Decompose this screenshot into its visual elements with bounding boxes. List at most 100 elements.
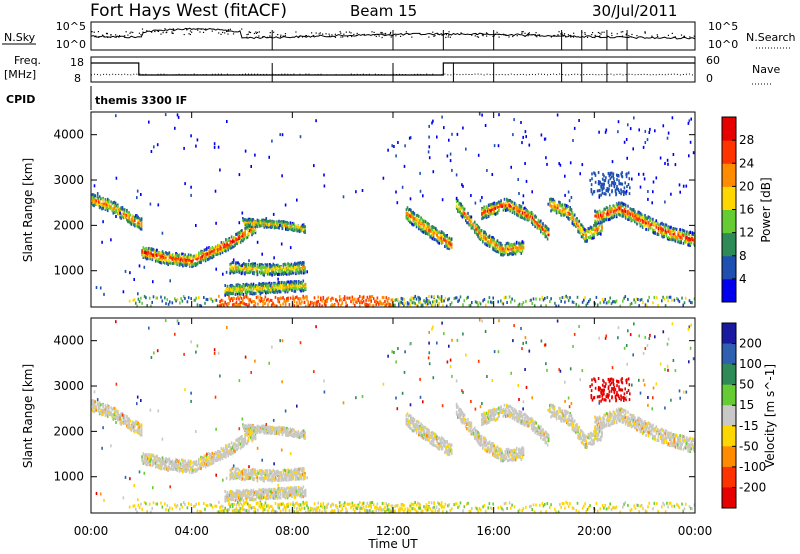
- power-cell: [236, 267, 238, 271]
- power-cell: [126, 218, 128, 222]
- power-cell: [673, 232, 676, 236]
- power-cell: [585, 236, 587, 240]
- search-noise-point: [246, 34, 248, 36]
- power-cell: [516, 206, 518, 210]
- power-cell: [281, 269, 284, 273]
- power-cell: [226, 291, 229, 295]
- power-cell: [584, 228, 586, 232]
- power-cell: [263, 265, 265, 269]
- power-cell: [247, 304, 249, 308]
- power-cell: [226, 243, 228, 247]
- power-cell: [631, 218, 634, 222]
- power-cell: [477, 230, 479, 234]
- power-cell: [219, 250, 222, 254]
- power-cell: [295, 269, 297, 273]
- power-cell: [640, 221, 643, 225]
- power-cell: [322, 295, 325, 299]
- power-cell: [488, 296, 491, 300]
- power-cell: [384, 299, 386, 303]
- nave-point: [199, 74, 201, 76]
- power-cell: [422, 220, 425, 223]
- power-cell: [187, 255, 190, 259]
- power-cell: [256, 285, 258, 289]
- power-cell: [512, 209, 515, 213]
- power-cell: [257, 223, 260, 227]
- power-cell: [296, 304, 298, 308]
- power-cell: [615, 208, 618, 212]
- search-noise-point: [493, 35, 495, 37]
- power-cell: [240, 300, 243, 304]
- nave-point: [202, 74, 204, 76]
- power-cell: [137, 225, 139, 229]
- power-cell: [307, 304, 309, 308]
- search-noise-point: [573, 32, 575, 34]
- power-cell: [692, 238, 695, 242]
- power-cell: [432, 300, 434, 304]
- power-cell: [282, 224, 285, 228]
- power-cell: [295, 280, 298, 284]
- power-cell: [677, 230, 679, 234]
- power-cell: [217, 252, 219, 256]
- power-cell: [239, 266, 242, 270]
- power-cell: [665, 234, 668, 238]
- power-cell: [229, 240, 232, 244]
- power-cell: [102, 199, 104, 203]
- power-cell: [502, 250, 504, 254]
- power-cell: [272, 302, 274, 306]
- power-cell: [264, 267, 267, 271]
- power-cell: [669, 232, 671, 236]
- power-cell: [618, 191, 621, 194]
- power-cell: [590, 226, 593, 230]
- power-cell: [199, 304, 201, 307]
- power-cell: [302, 225, 304, 229]
- power-cell: [679, 236, 681, 240]
- nave-point: [450, 74, 452, 76]
- power-cell: [265, 266, 268, 269]
- power-cell: [601, 226, 603, 230]
- power-cell: [200, 261, 202, 265]
- power-cell: [100, 205, 102, 209]
- power-cell: [588, 299, 590, 303]
- power-cell: [651, 219, 653, 223]
- power-cell: [465, 219, 467, 223]
- power-cell: [302, 279, 305, 283]
- power-cell: [235, 238, 237, 242]
- power-cell: [258, 287, 260, 291]
- nave-point: [208, 74, 210, 76]
- search-noise-point: [348, 31, 351, 33]
- power-cell: [462, 184, 464, 188]
- power-cell: [186, 260, 189, 264]
- power-cell: [263, 270, 265, 274]
- nave-point: [226, 73, 228, 75]
- power-cell: [145, 257, 148, 261]
- power-cell: [174, 254, 176, 258]
- power-cell: [270, 264, 272, 268]
- power-cell: [482, 299, 484, 303]
- power-cell: [472, 223, 475, 226]
- power-cell: [528, 215, 531, 219]
- power-cell: [602, 214, 604, 218]
- power-cell: [588, 236, 591, 240]
- nave-point: [311, 74, 313, 76]
- power-cell: [233, 289, 235, 293]
- nave-point: [556, 74, 558, 76]
- power-cell: [262, 281, 265, 285]
- power-cell: [586, 301, 589, 305]
- nave-point: [537, 73, 539, 75]
- power-cell: [399, 302, 401, 306]
- power-cell: [191, 265, 193, 269]
- power-cell: [140, 296, 142, 300]
- power-cell: [345, 301, 347, 305]
- power-cell: [242, 288, 245, 291]
- power-cell: [269, 219, 271, 223]
- power-cell: [273, 290, 275, 294]
- power-cell: [535, 297, 537, 301]
- power-cell: [618, 179, 620, 183]
- search-noise-point: [334, 33, 336, 35]
- power-cell: [423, 299, 425, 303]
- power-cell: [115, 204, 118, 208]
- power-cell: [507, 200, 509, 204]
- power-cell: [567, 216, 569, 220]
- search-noise-point: [390, 36, 392, 38]
- search-noise-point: [399, 35, 402, 37]
